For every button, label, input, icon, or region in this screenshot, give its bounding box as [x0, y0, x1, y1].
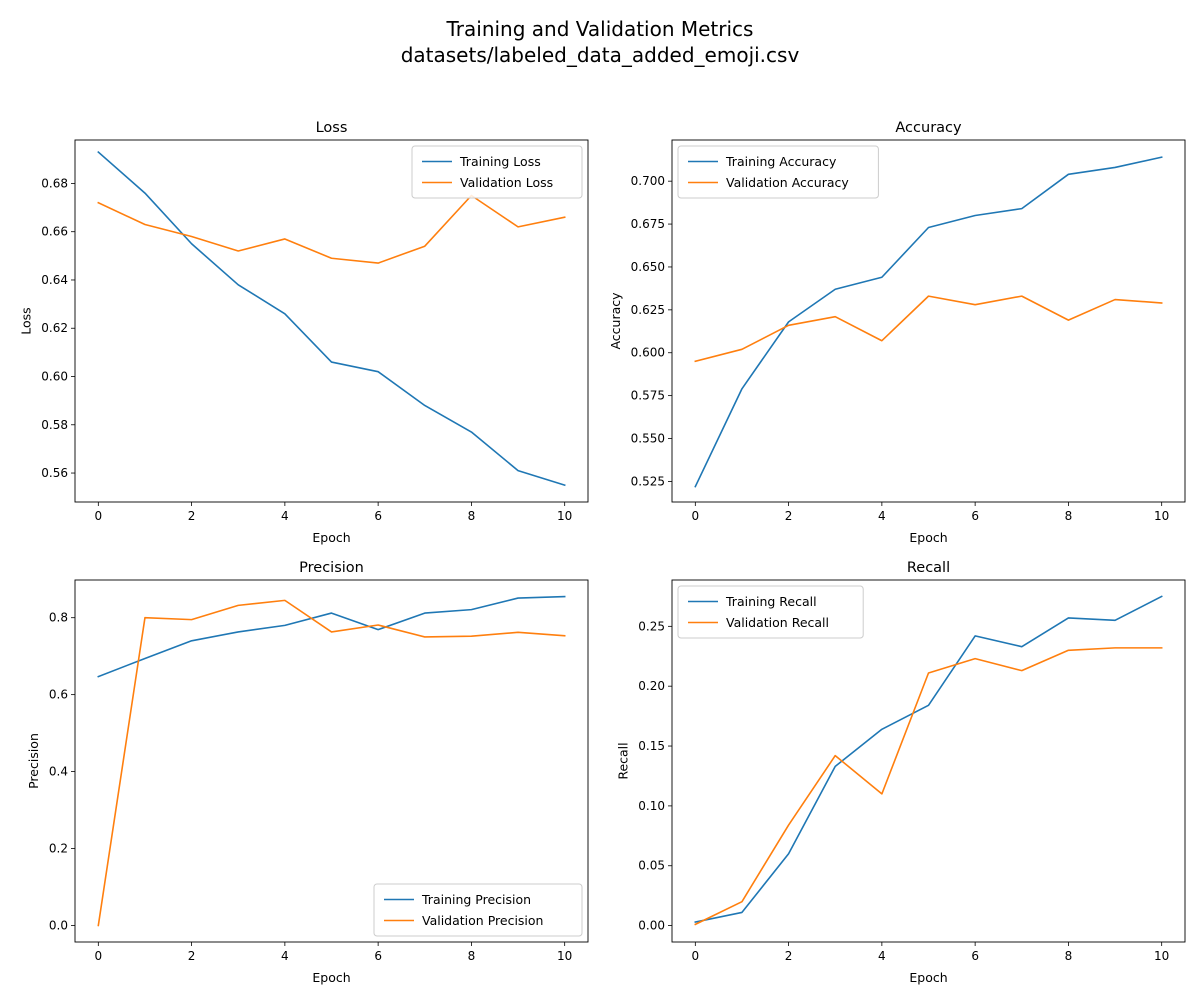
accuracy-x-axis-label: Epoch: [909, 530, 947, 545]
recall-series-training-recall: [694, 595, 1163, 923]
loss-y-tick-label: 0.60: [41, 370, 68, 384]
loss-legend-box: [411, 145, 583, 199]
loss-y-tick-label: 0.64: [41, 273, 68, 287]
accuracy-y-axis-label: Accuracy: [608, 292, 623, 350]
recall-x-tick-label: 10: [1154, 949, 1169, 963]
accuracy-x-tick-label: 10: [1154, 509, 1169, 523]
loss-x-tick-label: 0: [94, 509, 102, 523]
loss-title: Loss: [316, 120, 348, 136]
precision-x-tick-label: 8: [468, 949, 476, 963]
precision-y-tick-label: 0.8: [49, 611, 68, 625]
accuracy-plot-frame: [671, 139, 1186, 503]
recall-legend-box: [677, 585, 864, 639]
loss-y-tick-label: 0.56: [41, 466, 68, 480]
accuracy-series-validation-accuracy: [694, 295, 1163, 363]
precision-y-axis-label: Precision: [26, 733, 41, 789]
precision-y-tick-label: 0.2: [49, 842, 68, 856]
loss-x-tick-label: 2: [188, 509, 196, 523]
loss-y-axis-label: Loss: [19, 307, 34, 334]
accuracy-legend-entry: Validation Accuracy: [726, 175, 849, 190]
loss-x-tick-label: 6: [374, 509, 382, 523]
loss-legend-entry: Validation Loss: [460, 175, 553, 190]
precision-chart: Precision 0 2 4 6 8 10 0.0 0.2 0.4 0.6 0.8 Epoch Prec…: [26, 560, 589, 985]
precision-y-tick-label: 0.6: [49, 688, 68, 702]
accuracy-legend-box: [677, 145, 879, 199]
accuracy-x-tick-label: 4: [878, 509, 886, 523]
recall-chart: Recall 0 2 4 6 8 10 0.00 0.05 0.10 0.15 0.20 0.25 Epo…: [616, 560, 1186, 985]
precision-x-tick-label: 2: [188, 949, 196, 963]
precision-legend-box: [373, 883, 583, 937]
recall-y-tick-label: 0.00: [638, 919, 665, 933]
precision-x-tick-label: 4: [281, 949, 289, 963]
recall-x-tick-label: 0: [691, 949, 699, 963]
precision-x-tick-label: 0: [94, 949, 102, 963]
loss-chart: Loss 0 2 4 6 8 10 0.56 0.58 0.60 0.62 0.64 0.66 0.68 E…: [19, 120, 589, 545]
recall-legend-entry: Training Recall: [725, 594, 817, 609]
recall-x-axis-label: Epoch: [909, 970, 947, 985]
loss-x-axis-label: Epoch: [312, 530, 350, 545]
loss-y-tick-label: 0.66: [41, 225, 68, 239]
figure-title-line-2: datasets/labeled_data_added_emoji.csv: [400, 43, 800, 67]
accuracy-x-tick-label: 6: [971, 509, 979, 523]
recall-legend: Training Recall Validation Recall: [677, 585, 864, 639]
recall-x-tick-label: 2: [785, 949, 793, 963]
recall-x-tick-label: 6: [971, 949, 979, 963]
loss-x-tick-label: 10: [557, 509, 572, 523]
accuracy-y-tick-label: 0.625: [631, 303, 665, 317]
precision-legend: Training Precision Validation Precision: [373, 883, 583, 937]
loss-legend-entry: Training Loss: [459, 154, 541, 169]
accuracy-x-tick-label: 8: [1065, 509, 1073, 523]
loss-x-tick-label: 4: [281, 509, 289, 523]
accuracy-x-tick-label: 2: [785, 509, 793, 523]
precision-title: Precision: [299, 560, 364, 576]
loss-series-validation-loss: [97, 194, 566, 264]
accuracy-chart: Accuracy 0 2 4 6 8 10 0.525 0.550 0.575 0.600 0.625…: [608, 120, 1186, 545]
precision-y-tick-label: 0.4: [49, 765, 68, 779]
figure-title-line-1: Training and Validation Metrics: [446, 17, 754, 41]
loss-x-tick-label: 8: [468, 509, 476, 523]
accuracy-y-tick-label: 0.675: [631, 217, 665, 231]
loss-y-tick-label: 0.62: [41, 321, 68, 335]
recall-x-tick-label: 8: [1065, 949, 1073, 963]
loss-y-tick-label: 0.58: [41, 418, 68, 432]
figure-title: Training and Validation Metrics datasets…: [0, 16, 1200, 68]
precision-series-validation-precision: [97, 599, 566, 927]
precision-y-tick-label: 0.0: [49, 918, 68, 932]
recall-legend-entry: Validation Recall: [726, 615, 829, 630]
accuracy-y-tick-label: 0.600: [631, 346, 665, 360]
precision-legend-entry: Validation Precision: [422, 913, 543, 928]
recall-plot-frame: [671, 579, 1186, 943]
accuracy-y-tick-label: 0.650: [631, 260, 665, 274]
accuracy-series-training-accuracy: [694, 156, 1163, 488]
loss-series-training-loss: [97, 150, 566, 487]
recall-y-axis-label: Recall: [616, 742, 631, 779]
accuracy-legend-entry: Training Accuracy: [725, 154, 837, 169]
loss-y-tick-label: 0.68: [41, 176, 68, 190]
recall-y-tick-label: 0.20: [638, 679, 665, 693]
precision-x-axis-label: Epoch: [312, 970, 350, 985]
loss-legend: Training Loss Validation Loss: [411, 145, 583, 199]
recall-y-tick-label: 0.05: [638, 859, 665, 873]
accuracy-title: Accuracy: [895, 120, 962, 136]
recall-y-tick-label: 0.15: [638, 739, 665, 753]
recall-title: Recall: [907, 560, 950, 576]
accuracy-x-tick-label: 0: [691, 509, 699, 523]
recall-y-tick-label: 0.25: [638, 619, 665, 633]
precision-legend-entry: Training Precision: [421, 892, 531, 907]
precision-x-tick-label: 6: [374, 949, 382, 963]
accuracy-y-tick-label: 0.550: [631, 432, 665, 446]
accuracy-y-tick-label: 0.700: [631, 174, 665, 188]
recall-series-validation-recall: [694, 647, 1163, 926]
precision-plot-frame: [74, 579, 589, 943]
recall-x-tick-label: 4: [878, 949, 886, 963]
accuracy-y-tick-label: 0.575: [631, 389, 665, 403]
recall-y-tick-label: 0.10: [638, 799, 665, 813]
accuracy-legend: Training Accuracy Validation Accuracy: [677, 145, 879, 199]
precision-series-training-precision: [97, 595, 566, 678]
accuracy-y-tick-label: 0.525: [631, 474, 665, 488]
loss-plot-frame: [74, 139, 589, 503]
precision-x-tick-label: 10: [557, 949, 572, 963]
